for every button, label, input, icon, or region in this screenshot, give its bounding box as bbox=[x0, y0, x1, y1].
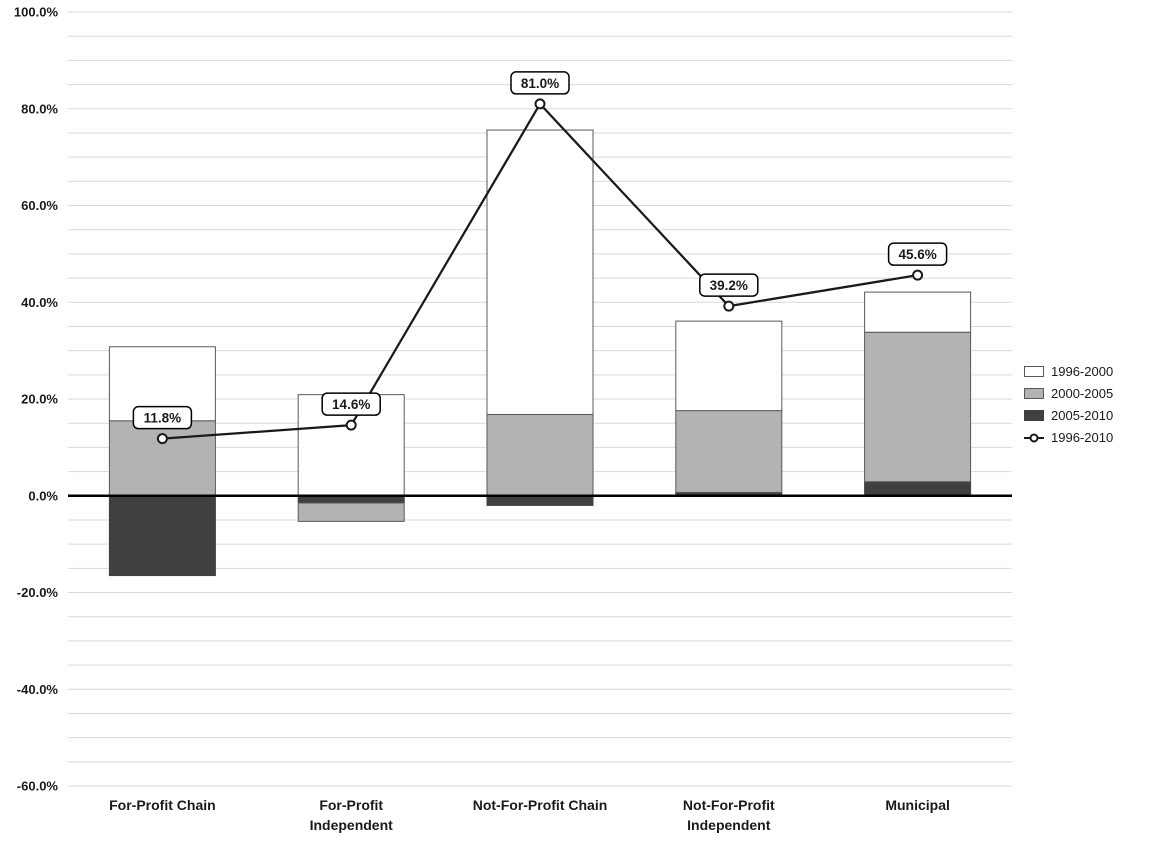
line-marker bbox=[345, 419, 357, 431]
bar-segment-2000-2005 bbox=[675, 410, 783, 493]
line-marker bbox=[723, 300, 735, 312]
data-label: 39.2% bbox=[710, 278, 748, 293]
data-label-box bbox=[887, 242, 948, 266]
data-label: 11.8% bbox=[144, 411, 182, 426]
y-axis-tick-label: -40.0% bbox=[17, 682, 59, 697]
x-axis-category-label: Not-For-Profit Independent bbox=[683, 797, 775, 833]
bar-segment-2005-2010 bbox=[108, 495, 216, 577]
x-axis-category-label: For-Profit Chain bbox=[109, 797, 216, 813]
bar-segment-2000-2005 bbox=[486, 413, 594, 497]
legend-item-2000-2005: 2000-2005 bbox=[1024, 386, 1113, 401]
x-axis-category-label: For-Profit Independent bbox=[310, 797, 394, 833]
legend-swatch bbox=[1024, 388, 1044, 399]
y-axis-tick-label: 40.0% bbox=[21, 295, 58, 310]
bar-segment-2000-2005 bbox=[108, 420, 216, 497]
y-axis-tick-label: -60.0% bbox=[17, 779, 59, 794]
data-label: 14.6% bbox=[332, 397, 370, 412]
data-label: 81.0% bbox=[521, 76, 559, 91]
bar-segment-1996-2000 bbox=[864, 291, 972, 333]
line-marker bbox=[912, 269, 924, 281]
legend-swatch bbox=[1024, 366, 1044, 377]
line-marker bbox=[156, 433, 168, 445]
y-axis-tick-label: 80.0% bbox=[21, 101, 58, 116]
y-axis-tick-label: -20.0% bbox=[17, 585, 59, 600]
bar-segment-2005-2010 bbox=[486, 495, 594, 506]
x-axis-category-label: Municipal bbox=[885, 797, 950, 813]
chart-legend: 1996-2000 2000-2005 2005-2010 1996-2010 bbox=[1024, 364, 1113, 445]
y-axis-tick-label: 0.0% bbox=[28, 488, 58, 503]
legend-swatch bbox=[1024, 410, 1044, 421]
legend-label: 1996-2010 bbox=[1051, 430, 1114, 445]
bar-segment-1996-2000 bbox=[486, 129, 594, 415]
data-label-box bbox=[699, 273, 759, 297]
data-label-box bbox=[132, 405, 193, 430]
data-label: 45.6% bbox=[898, 247, 936, 262]
legend-line-marker-icon bbox=[1024, 432, 1044, 444]
y-axis-tick-label: 60.0% bbox=[21, 198, 58, 213]
bar-segment-2000-2005 bbox=[297, 502, 405, 522]
bar-segment-2005-2010 bbox=[864, 481, 972, 497]
legend-label: 2000-2005 bbox=[1051, 386, 1114, 401]
legend-label: 2005-2010 bbox=[1051, 408, 1114, 423]
legend-item-1996-2010: 1996-2010 bbox=[1024, 430, 1113, 445]
y-axis-tick-label: 100.0% bbox=[14, 5, 59, 20]
y-axis-tick-label: 20.0% bbox=[21, 392, 58, 407]
line-marker bbox=[534, 98, 546, 110]
legend-label: 1996-2000 bbox=[1051, 364, 1114, 379]
data-label-box bbox=[510, 71, 570, 95]
data-label-box bbox=[321, 392, 381, 416]
x-axis-category-label: Not-For-Profit Chain bbox=[473, 797, 608, 813]
legend-item-1996-2000: 1996-2000 bbox=[1024, 364, 1113, 379]
bar-segment-1996-2000 bbox=[675, 320, 783, 412]
bar-segment-2000-2005 bbox=[864, 331, 972, 483]
legend-item-2005-2010: 2005-2010 bbox=[1024, 408, 1113, 423]
